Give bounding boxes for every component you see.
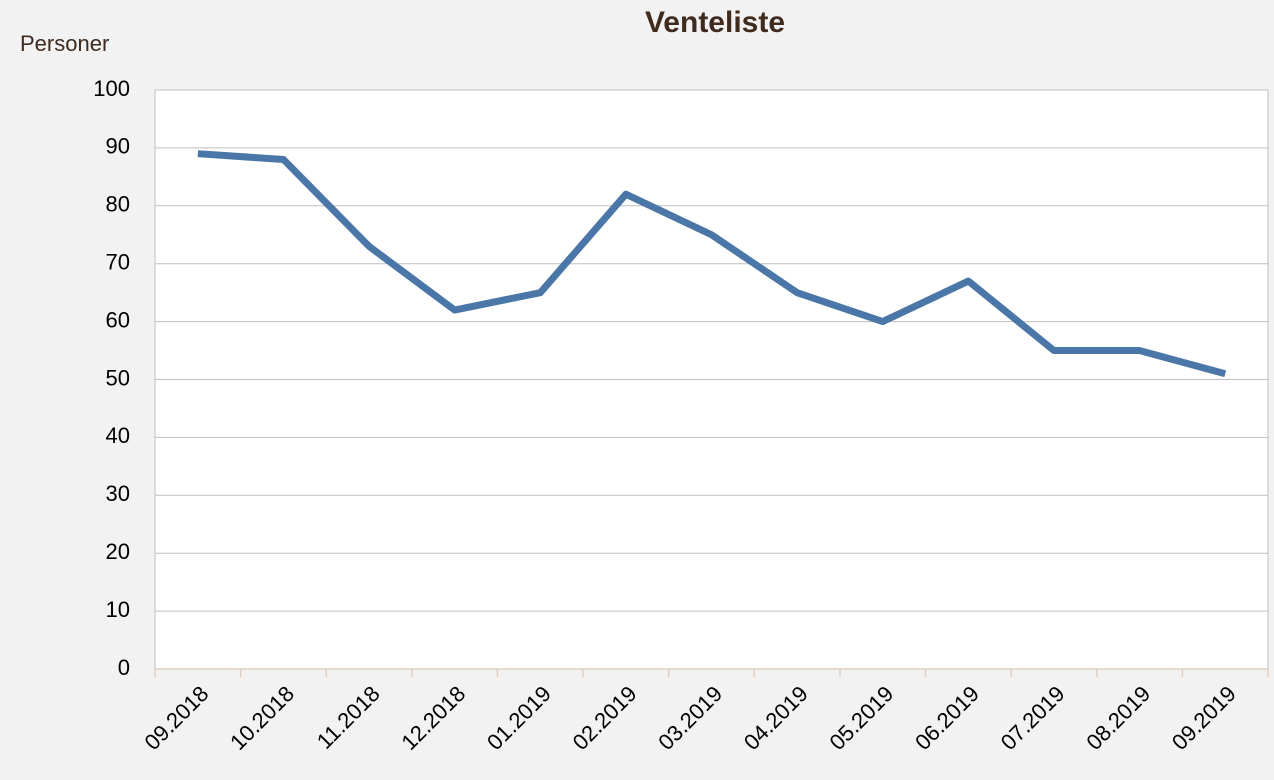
y-axis-label: Personer	[20, 31, 109, 56]
y-tick-label: 70	[106, 250, 130, 275]
y-tick-label: 80	[106, 192, 130, 217]
y-tick-label: 40	[106, 423, 130, 448]
y-tick-label: 0	[118, 655, 130, 680]
y-tick-label: 100	[93, 76, 130, 101]
y-tick-label: 60	[106, 307, 130, 332]
chart-title: Venteliste	[645, 6, 785, 39]
y-tick-label: 20	[106, 539, 130, 564]
y-tick-label: 10	[106, 597, 130, 622]
y-tick-label: 50	[106, 365, 130, 390]
y-tick-label: 30	[106, 481, 130, 506]
y-tick-label: 90	[106, 134, 130, 159]
data-line	[197, 150, 1227, 378]
